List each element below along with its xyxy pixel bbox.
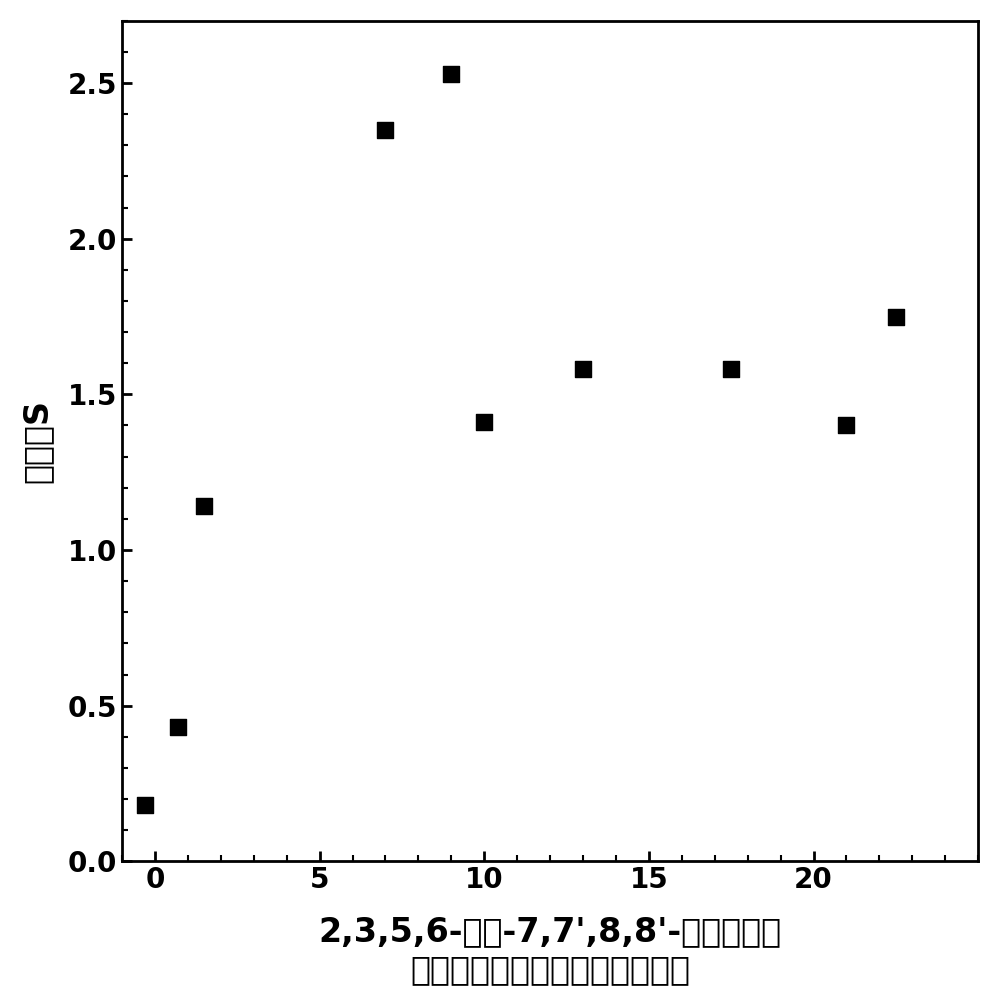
Point [197,498,213,515]
Point [575,362,591,378]
Point [444,65,460,82]
Point [838,418,854,434]
Point [170,719,186,735]
Point [477,414,493,430]
Point [888,308,904,324]
Y-axis label: 灵敏度S: 灵敏度S [21,399,54,483]
X-axis label: 2,3,5,6-四氟-7,7',8,8'-四氰二甲基
对苯醜与单壁碳纳米管的质量比: 2,3,5,6-四氟-7,7',8,8'-四氰二甲基 对苯醜与单壁碳纳米管的质量… [319,915,781,986]
Point [723,362,739,378]
Point [378,122,394,138]
Point [137,798,153,814]
